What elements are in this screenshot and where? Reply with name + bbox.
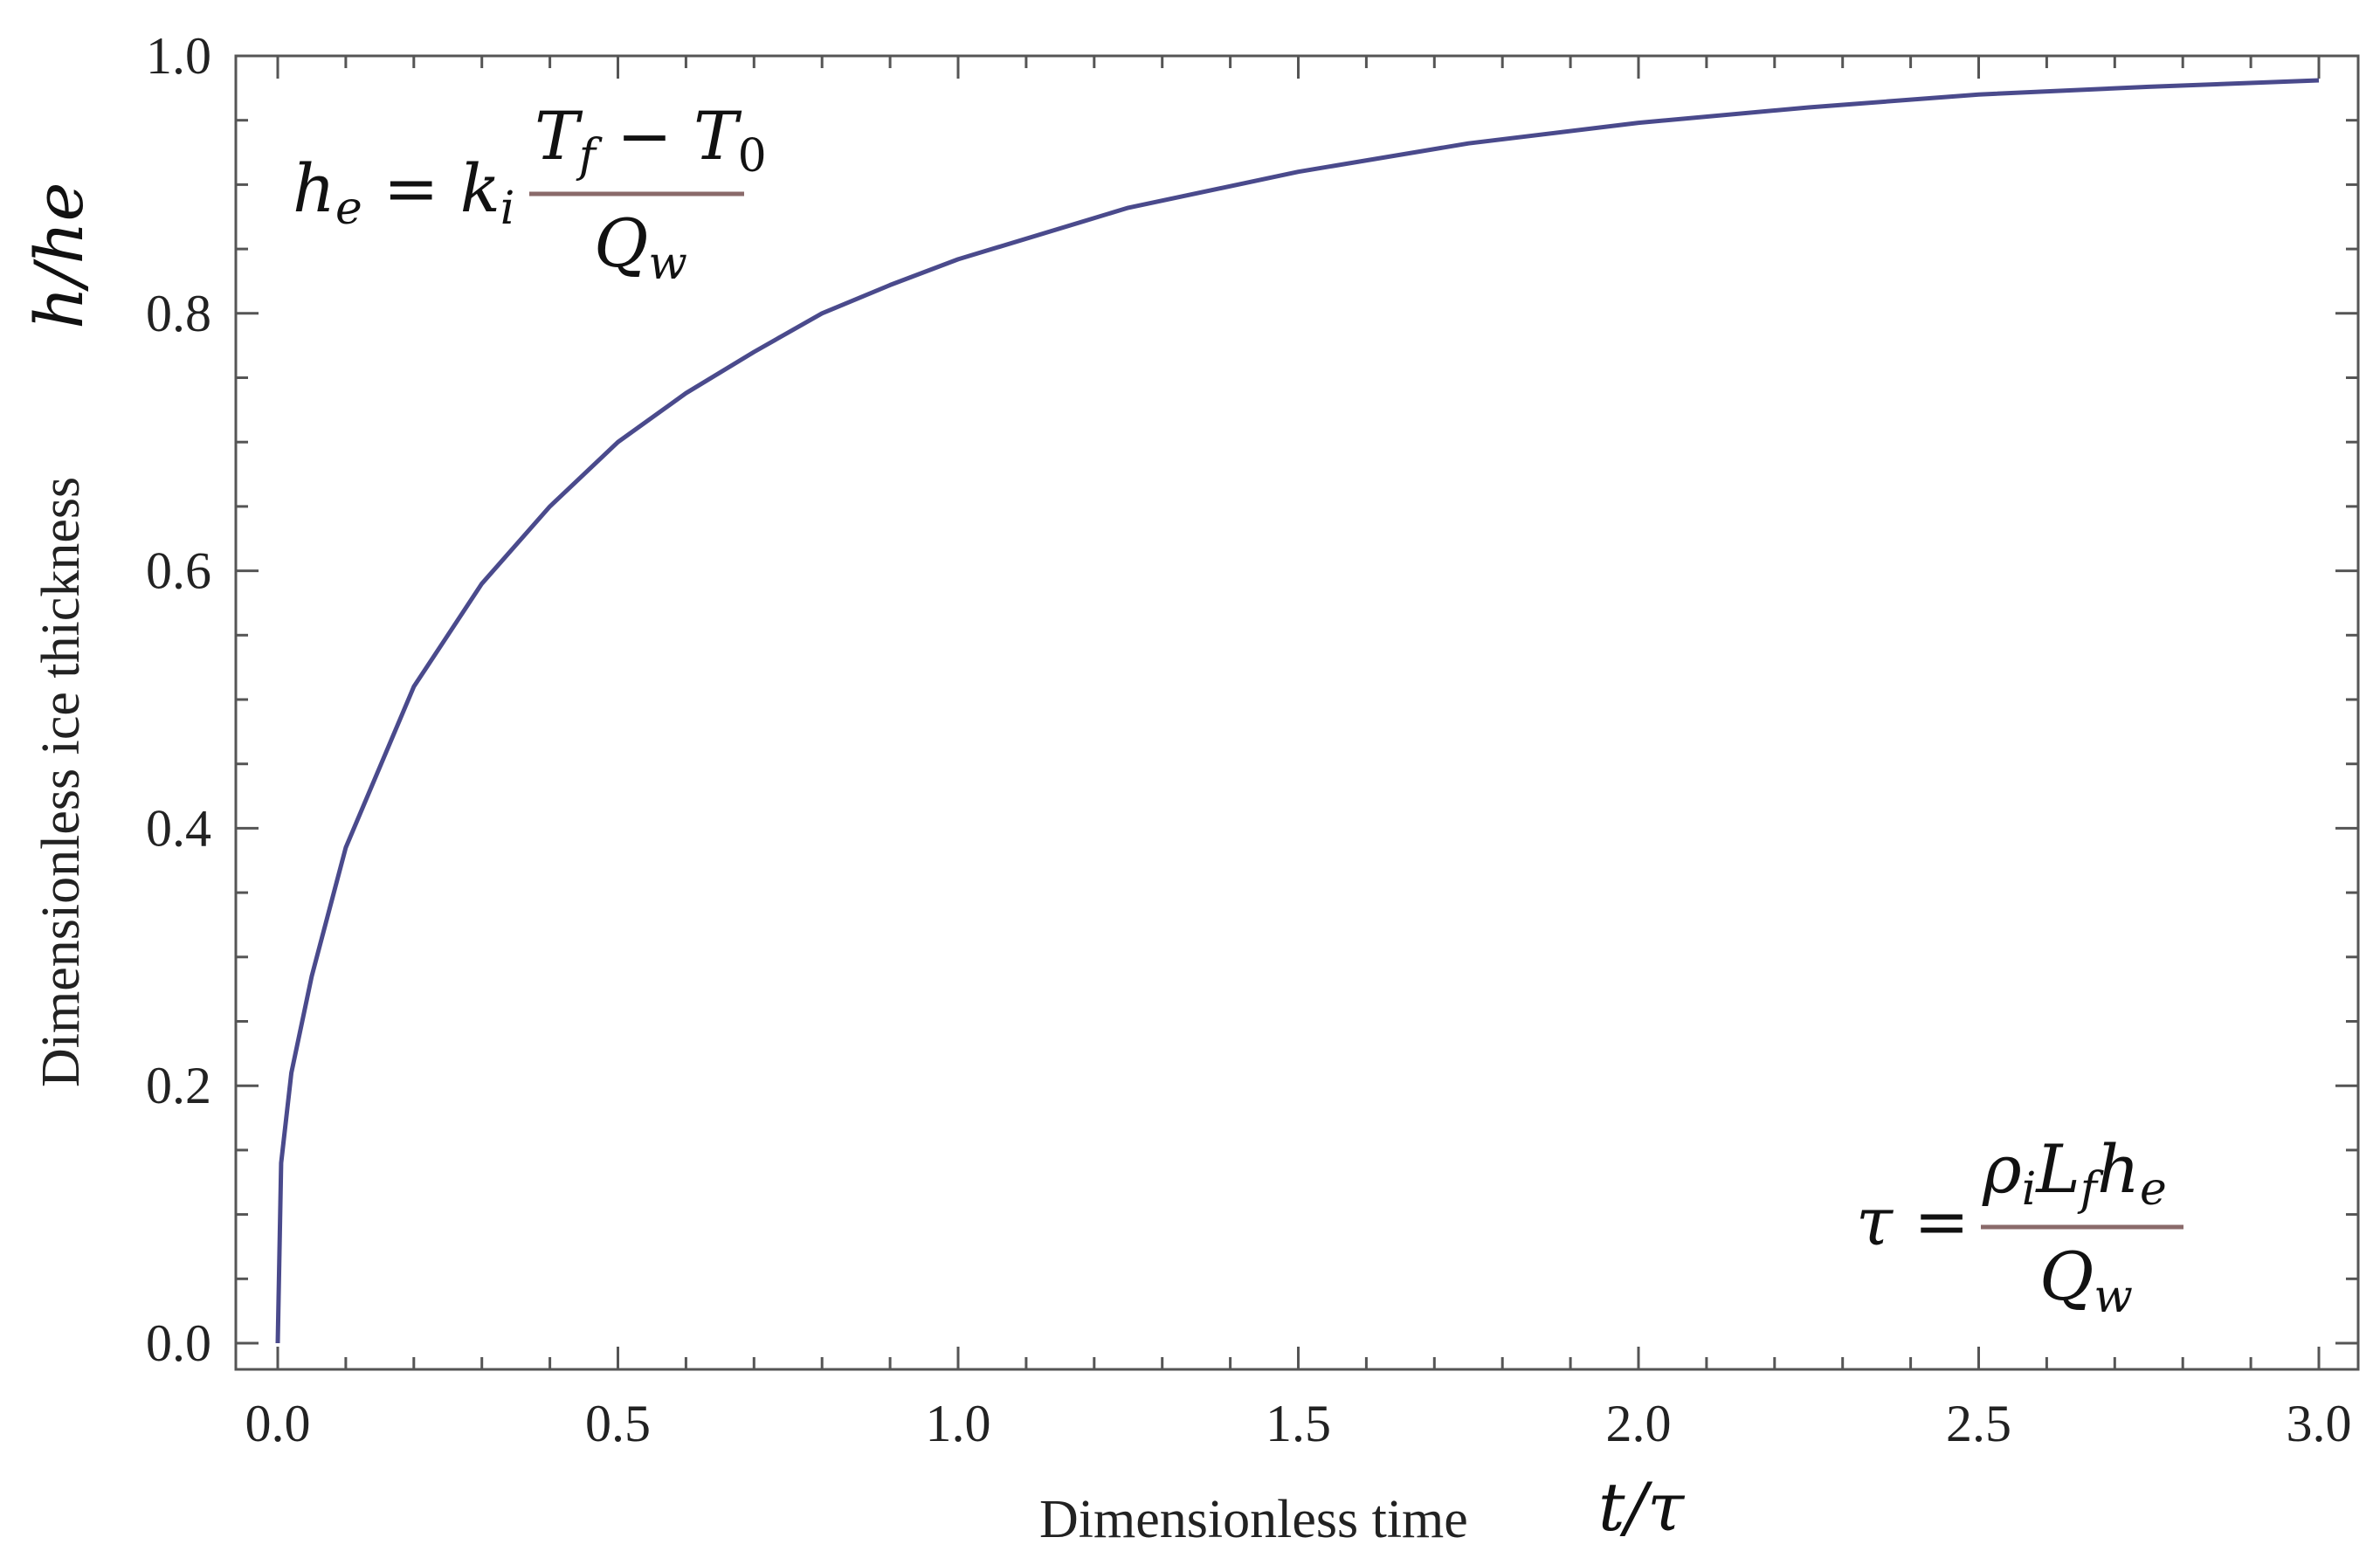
svg-text:Qw: Qw xyxy=(594,204,687,290)
x-tick-label: 2.0 xyxy=(1606,1395,1672,1452)
series-line-h-over-he xyxy=(275,78,2320,1344)
y-tick-label: 0.4 xyxy=(146,799,211,857)
y-tick-label: 0.6 xyxy=(146,542,211,600)
x-tick-label: 0.5 xyxy=(585,1395,651,1452)
x-tick-label: 3.0 xyxy=(2287,1395,2352,1452)
x-tick-label: 1.5 xyxy=(1266,1395,1331,1452)
svg-text:τ =: τ = xyxy=(1856,1182,1970,1260)
x-tick-label: 1.0 xyxy=(926,1395,991,1452)
svg-text:Qw: Qw xyxy=(2039,1238,2133,1323)
y-axis-symbol: h/he xyxy=(20,183,98,329)
y-tick-label: 0.8 xyxy=(146,285,211,342)
x-axis-label: Dimensionless time xyxy=(1039,1490,1468,1549)
y-tick-label: 1.0 xyxy=(146,27,211,85)
x-axis-symbol: t/τ xyxy=(1598,1468,1686,1546)
x-tick-label: 0.0 xyxy=(245,1395,311,1452)
svg-text:he = ki: he = ki xyxy=(293,149,514,235)
y-tick-label: 0.2 xyxy=(146,1057,211,1114)
ticks xyxy=(236,54,2358,1369)
svg-text:ρiLfhe: ρiLfhe xyxy=(1982,1130,2167,1216)
svg-text:Tf − T0: Tf − T0 xyxy=(535,97,767,183)
tick-labels: 0.0 0.5 1.0 1.5 2.0 2.5 3.0 0.0 0.2 0.4 0.6 0.8 1.0 xyxy=(146,27,2352,1452)
annotation-he-formula: he = ki Tf − T0 Qw xyxy=(293,97,767,290)
y-axis-label: Dimensionless ice thickness xyxy=(31,477,91,1087)
y-tick-label: 0.0 xyxy=(146,1314,211,1372)
annotation-tau-formula: τ = ρiLfhe Qw xyxy=(1856,1130,2183,1323)
x-tick-label: 2.5 xyxy=(1946,1395,2011,1452)
